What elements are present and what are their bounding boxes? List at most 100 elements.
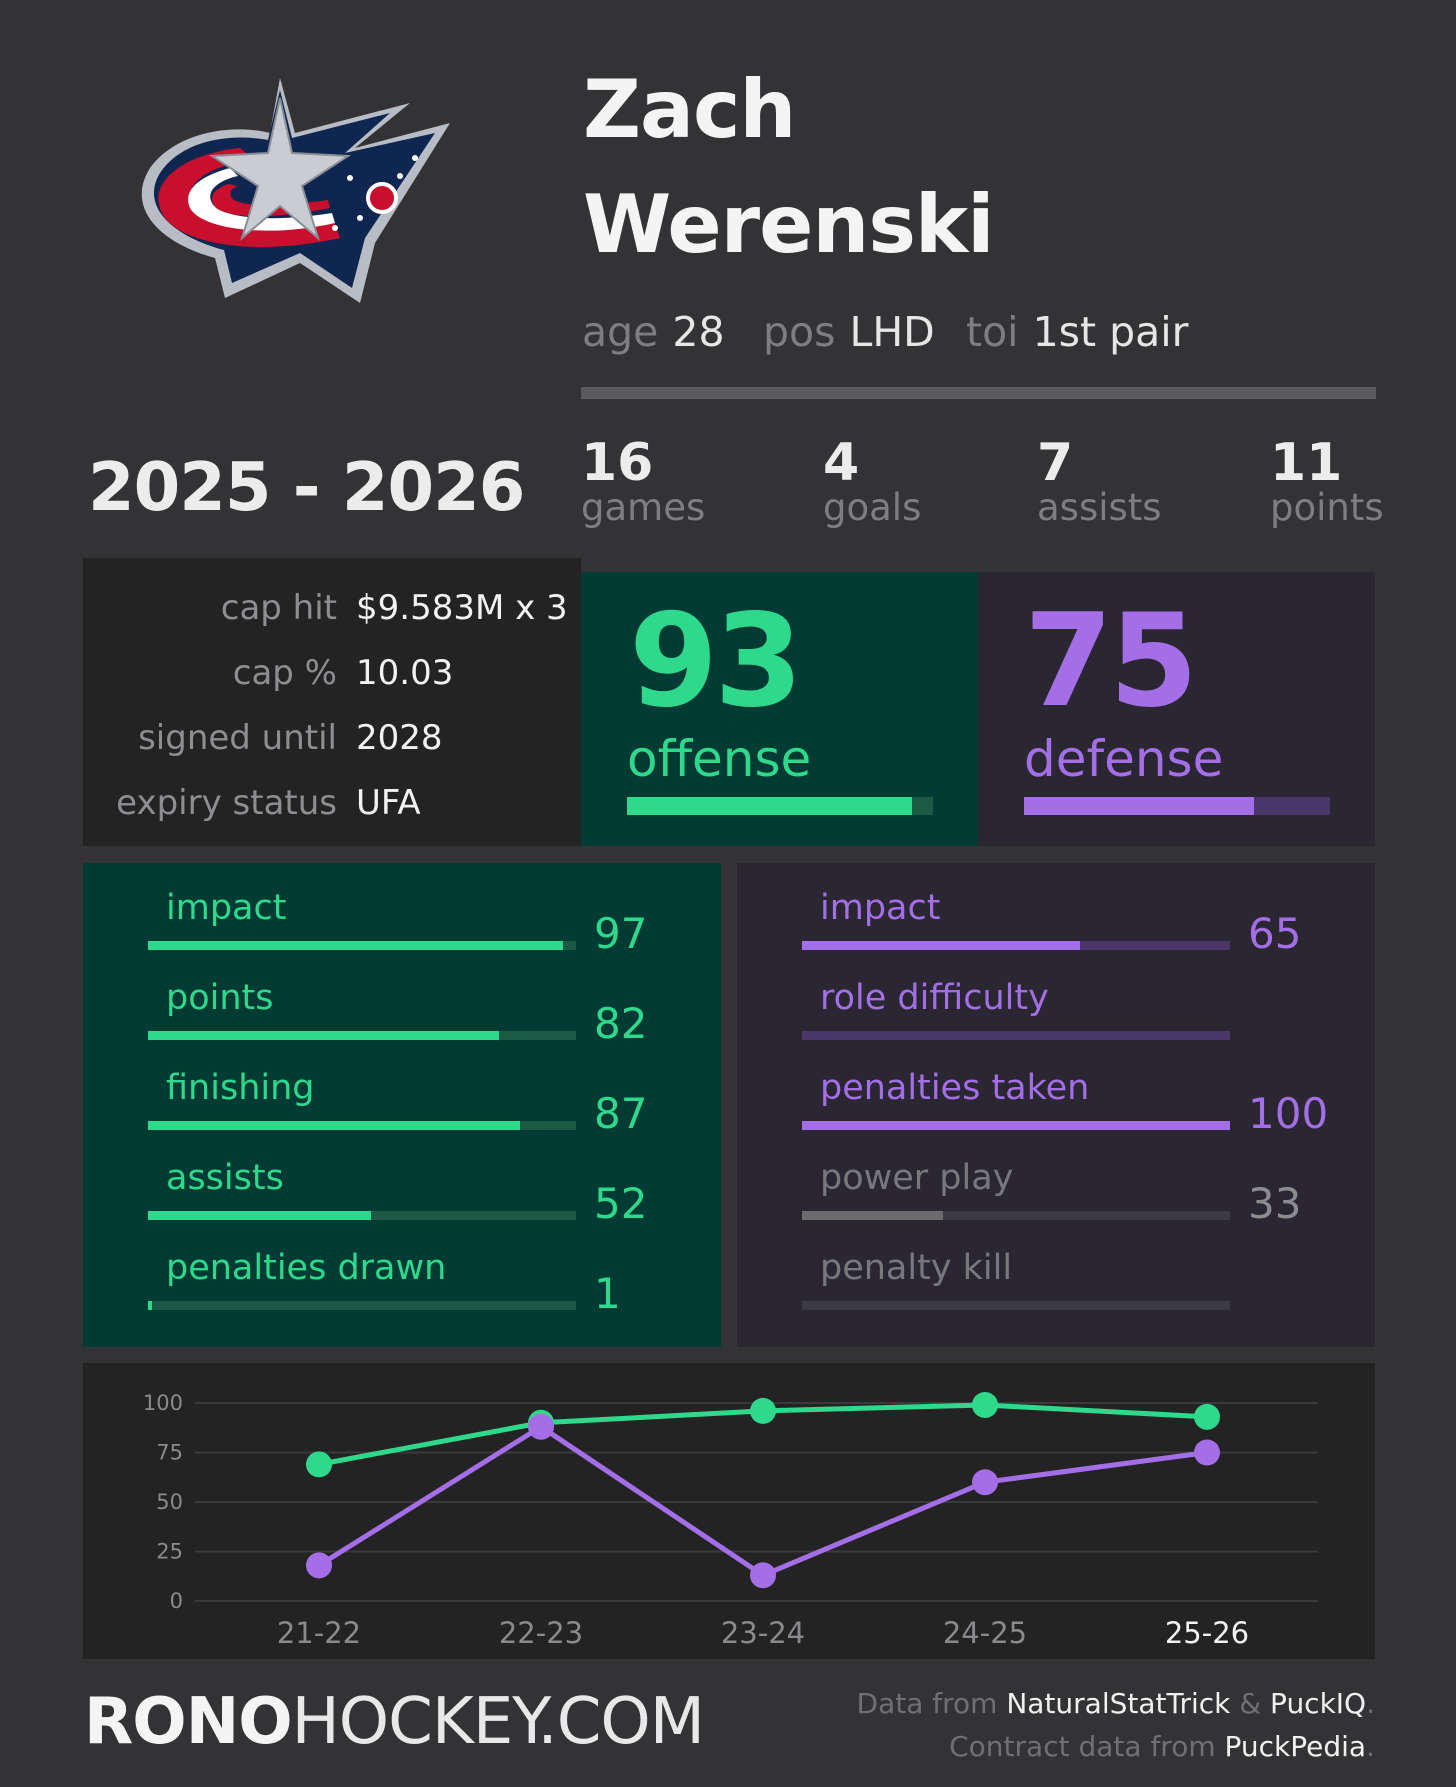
data-point (306, 1552, 332, 1579)
stat-assists: 7 assists (1037, 437, 1162, 526)
offense-score: 93 (629, 587, 803, 736)
contract-credit: Contract data from PuckPedia. (949, 1733, 1375, 1761)
metric-bar-fill (802, 1121, 1230, 1130)
divider (581, 387, 1376, 399)
contract-key: signed until (138, 718, 337, 758)
contract-value: $9.583M x 3 (356, 588, 568, 628)
bio-toi-label: toi (966, 308, 1019, 356)
defense-score-panel: 75 defense (978, 572, 1375, 846)
metric-bar-fill (148, 1031, 499, 1040)
metric-bar (802, 1301, 1230, 1310)
metric-label: assists (166, 1158, 284, 1198)
data-point (750, 1562, 776, 1589)
metric-label: penalty kill (820, 1248, 1013, 1288)
x-tick-label: 21-22 (277, 1616, 361, 1650)
metric-bar (148, 1211, 576, 1220)
metric-bar (148, 1031, 576, 1040)
stat-points: 11 points (1270, 437, 1384, 526)
bio-position: pos LHD (763, 312, 935, 353)
trend-chart-svg: 100 75 50 25 0 21-22 22-23 23-24 24-25 25-26 (143, 1391, 1318, 1650)
offense-metrics-panel: impact 97 points 82 finishing 87 assists 52 pena… (83, 863, 721, 1347)
metric-value: 87 (594, 1089, 648, 1138)
metric-bar-fill (148, 1121, 521, 1130)
bio-position-label: pos (763, 308, 836, 356)
metric-bar (802, 1211, 1230, 1220)
offense-bar-fill (627, 797, 912, 815)
metric-label: power play (820, 1158, 1014, 1198)
metric-value: 33 (1248, 1179, 1302, 1228)
metric-bar-fill (148, 1301, 153, 1310)
metric-bar (148, 941, 576, 950)
metric-label: penalties taken (820, 1068, 1090, 1108)
credit-source: NaturalStatTrick (1006, 1687, 1231, 1720)
bio-age: age 28 (582, 312, 725, 353)
defense-label: defense (1024, 730, 1224, 788)
credit-source: PuckPedia (1224, 1730, 1367, 1763)
metric-value: 52 (594, 1179, 648, 1228)
defense-score: 75 (1024, 587, 1198, 736)
bio-age-label: age (582, 308, 659, 356)
stat-games-label: games (581, 486, 706, 529)
defense-metrics-panel: impact 65 role difficulty penalties taken 10… (737, 863, 1375, 1347)
metric-bar (802, 941, 1230, 950)
contract-row: expiry status UFA (83, 783, 581, 833)
contract-panel: cap hit $9.583M x 3 cap % 10.03 signed unt… (83, 558, 581, 846)
metric-label: finishing (166, 1068, 315, 1108)
stat-games: 16 games (581, 437, 705, 526)
credit-text: . (1366, 1687, 1375, 1720)
player-first-name: Zach (583, 63, 796, 156)
team-logo (141, 78, 450, 303)
contract-key: cap hit (220, 588, 337, 628)
x-tick-label: 23-24 (721, 1616, 805, 1650)
data-point (306, 1451, 332, 1478)
metric-bar-fill (802, 1211, 944, 1220)
stat-points-label: points (1270, 486, 1384, 529)
bio-toi-value: 1st pair (1032, 308, 1189, 356)
contract-key: cap % (232, 653, 337, 693)
y-tick-label: 75 (156, 1441, 183, 1465)
stat-points-value: 11 (1270, 433, 1343, 493)
contract-row: cap hit $9.583M x 3 (83, 588, 581, 638)
data-point (972, 1391, 998, 1418)
defense-bar (1024, 797, 1330, 815)
metric-bar (802, 1031, 1230, 1040)
season-label: 2025 - 2026 (88, 448, 525, 526)
brand-regular: HOCKEY.COM (291, 1685, 705, 1759)
contract-value: 10.03 (356, 653, 454, 693)
y-tick-label: 50 (156, 1490, 183, 1514)
metric-bar (148, 1121, 576, 1130)
contract-row: cap % 10.03 (83, 653, 581, 703)
x-tick-label: 25-26 (1165, 1616, 1249, 1650)
data-point (1194, 1403, 1220, 1430)
y-tick-label: 25 (156, 1540, 183, 1564)
contract-row: signed until 2028 (83, 718, 581, 768)
metric-bar (148, 1301, 576, 1310)
data-point (1194, 1439, 1220, 1466)
stat-assists-value: 7 (1037, 433, 1074, 493)
trend-chart: 100 75 50 25 0 21-22 22-23 23-24 24-25 25-26 (83, 1363, 1375, 1659)
credit-text: Data from (856, 1687, 1007, 1720)
stat-goals-label: goals (823, 486, 922, 529)
y-tick-label: 0 (170, 1589, 183, 1613)
credit-text: Contract data from (949, 1730, 1225, 1763)
metric-label: impact (166, 888, 287, 928)
contract-value: 2028 (356, 718, 443, 758)
stat-goals-value: 4 (823, 433, 860, 493)
metric-bar-fill (148, 1211, 371, 1220)
credit-source: PuckIQ (1270, 1687, 1367, 1720)
brand-logo: RONOHOCKEY.COM (84, 1690, 705, 1754)
defense-bar-fill (1024, 797, 1254, 815)
credit-text: & (1230, 1687, 1271, 1720)
y-tick-label: 100 (143, 1391, 183, 1415)
player-last-name: Werenski (583, 178, 995, 271)
contract-key: expiry status (116, 783, 337, 823)
contract-value: UFA (356, 783, 421, 823)
stat-games-value: 16 (581, 433, 654, 493)
x-tick-label: 24-25 (943, 1616, 1027, 1650)
brand-bold: RONO (84, 1685, 293, 1759)
metric-label: penalties drawn (166, 1248, 447, 1288)
stat-goals: 4 goals (823, 437, 921, 526)
offense-label: offense (627, 730, 812, 788)
metric-value: 97 (594, 909, 648, 958)
bio-position-value: LHD (849, 308, 935, 356)
